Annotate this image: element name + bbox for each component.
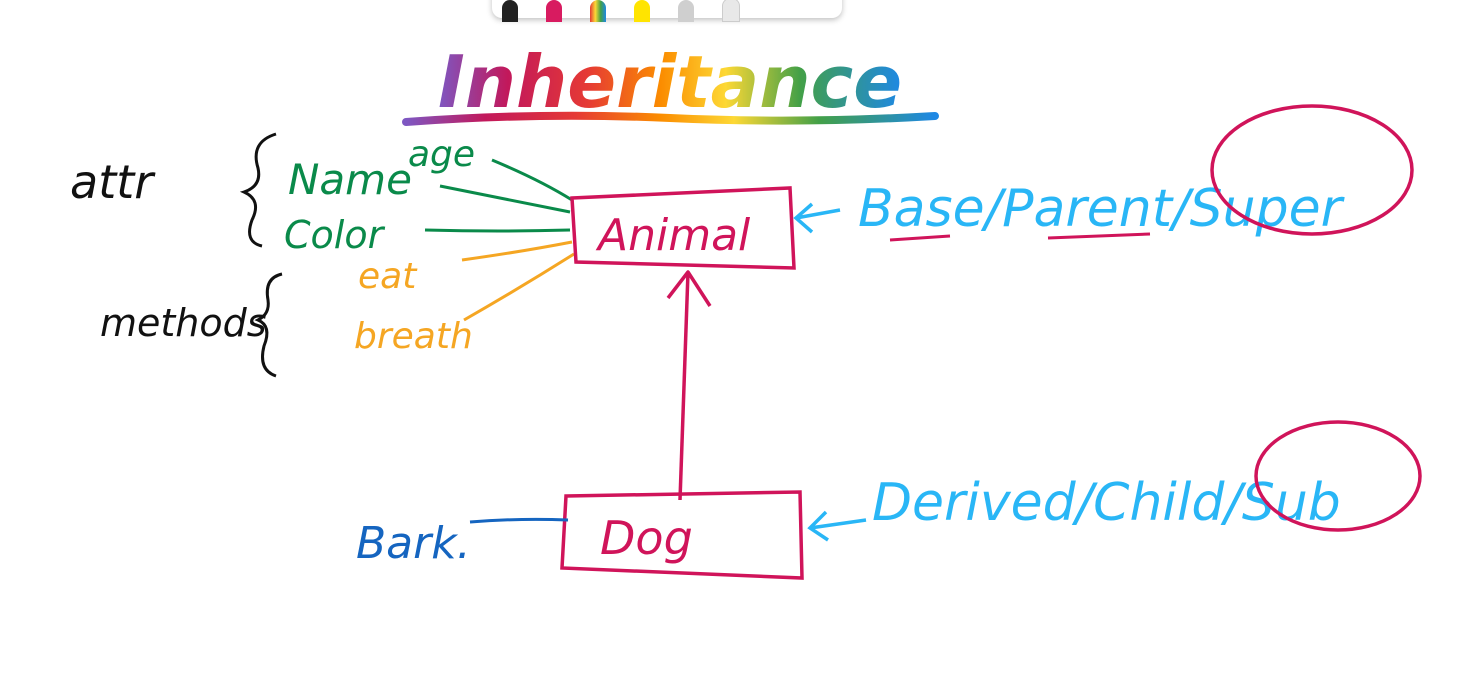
age-connector [491, 158, 573, 202]
base-terms: Base/Parent/Super [858, 179, 1346, 239]
eat-connector [461, 240, 573, 262]
sub-circle [1254, 420, 1422, 532]
attr-name: Name [288, 155, 412, 204]
animal-box [570, 186, 796, 270]
dog-label: Dog [600, 511, 693, 565]
base-underlines [889, 232, 1151, 242]
inheritance-arrowhead [666, 270, 712, 307]
page-title: Inheritance [438, 40, 902, 124]
derived-terms: Derived/Child/Sub [872, 473, 1341, 533]
animal-label: Animal [595, 210, 751, 261]
lasso-icon[interactable]: ⌒ [770, 0, 786, 10]
yellow-highlighter[interactable] [634, 0, 650, 22]
black-pen[interactable] [502, 0, 518, 22]
close-icon[interactable]: ✕ [814, 0, 827, 5]
inheritance-arrow [678, 271, 690, 501]
ruler[interactable] [722, 0, 740, 22]
attr-label: attr [70, 155, 156, 209]
method-eat: eat [358, 256, 418, 297]
base-arrow [793, 202, 841, 234]
bark-method: Bark. [356, 518, 471, 569]
eraser[interactable] [678, 0, 694, 22]
bark-connector [469, 517, 569, 524]
pink-pen[interactable] [546, 0, 562, 22]
attr-brace [239, 132, 277, 248]
super-circle [1210, 104, 1414, 236]
attr-age: age [408, 134, 475, 175]
dog-box [560, 490, 804, 580]
rainbow-pen[interactable] [590, 0, 606, 22]
title-underline [402, 111, 939, 126]
methods-brace [254, 272, 283, 378]
breath-connector [463, 252, 575, 322]
method-breath: breath [354, 316, 473, 357]
methods-label: methods [100, 301, 267, 345]
derived-arrow [807, 510, 867, 542]
attr-color: Color [284, 213, 386, 257]
pen-toolbar: ⌒ ✕ [492, 0, 842, 22]
name-connector [439, 184, 571, 214]
color-connector [424, 228, 571, 233]
